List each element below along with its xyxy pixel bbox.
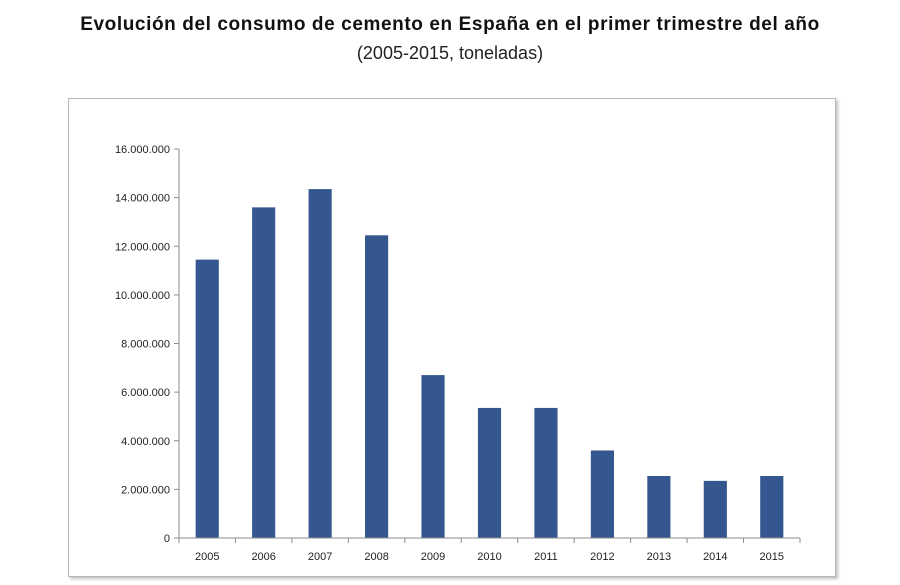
y-tick-label: 8.000.000 xyxy=(121,339,170,351)
x-tick-label: 2008 xyxy=(364,551,388,563)
y-tick-label: 4.000.000 xyxy=(121,436,170,448)
bar-2005 xyxy=(195,259,219,538)
bar-2015 xyxy=(760,476,784,538)
x-tick-label: 2012 xyxy=(590,551,614,563)
bar-2006 xyxy=(252,207,276,538)
bars xyxy=(195,189,784,538)
bar-2010 xyxy=(477,407,502,538)
x-tick-label: 2011 xyxy=(534,551,558,563)
x-tick-label: 2014 xyxy=(703,551,727,563)
x-tick-label: 2010 xyxy=(477,551,501,563)
chart-title: Evolución del consumo de cemento en Espa… xyxy=(80,14,820,35)
bar-2012 xyxy=(590,450,614,538)
bar-2008 xyxy=(365,235,389,538)
x-tick-label: 2013 xyxy=(647,551,671,563)
chart-subtitle: (2005-2015, toneladas) xyxy=(356,43,544,63)
y-tick-label: 14.000.000 xyxy=(115,193,170,205)
x-tick-label: 2005 xyxy=(195,551,219,563)
y-tick-label: 2.000.000 xyxy=(121,484,170,496)
x-tick-label: 2007 xyxy=(308,551,332,563)
bar-2013 xyxy=(647,476,671,538)
x-tick-label: 2015 xyxy=(760,551,784,563)
bar-2007 xyxy=(308,189,332,538)
x-tick-label: 2009 xyxy=(421,551,445,563)
y-tick-label: 10.000.000 xyxy=(115,290,170,302)
x-axis: 2005 2006 2007 2008 2009 2010 2011 2012 2013 2014… xyxy=(178,537,801,563)
bar-2009 xyxy=(421,375,445,538)
y-axis: 0 2.000.000 4.000.000 6.000.000 8.000.000 10.… xyxy=(115,144,180,545)
bar-2014 xyxy=(703,480,727,538)
y-tick-label: 6.000.000 xyxy=(121,387,170,399)
y-tick-label: 16.000.000 xyxy=(115,144,170,156)
bar-2011 xyxy=(534,407,558,538)
y-tick-label: 0 xyxy=(164,533,170,545)
y-tick-label: 12.000.000 xyxy=(115,241,170,253)
x-tick-label: 2006 xyxy=(251,551,275,563)
